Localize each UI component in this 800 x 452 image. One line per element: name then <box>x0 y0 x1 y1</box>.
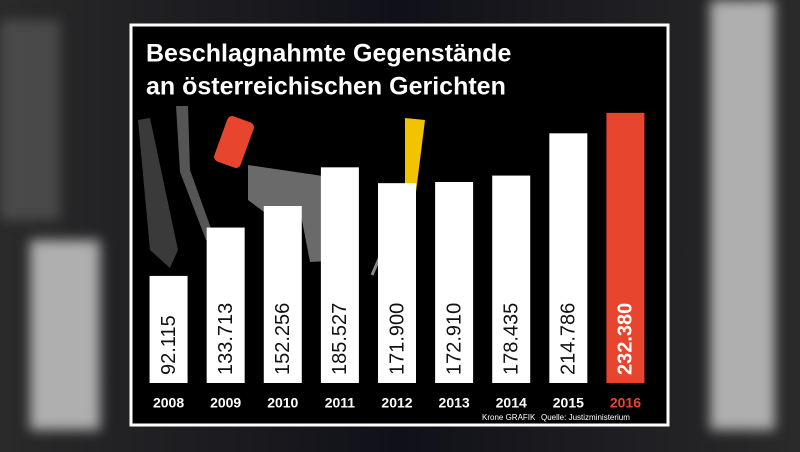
x-tick-label: 2014 <box>496 395 527 411</box>
value-label: 214.786 <box>558 303 580 375</box>
bar <box>320 167 359 383</box>
blurred-backdrop <box>0 0 775 430</box>
x-tick-label: 2008 <box>153 395 184 411</box>
x-tick-label: 2011 <box>325 395 356 411</box>
x-tick-label: 2012 <box>381 395 412 411</box>
source: Quelle: Justizministerium <box>541 413 630 422</box>
x-tick-label: 2013 <box>439 395 470 411</box>
x-tick-label: 2010 <box>267 395 298 411</box>
bar <box>492 175 531 383</box>
value-label: 171.900 <box>386 303 408 375</box>
bar <box>149 275 188 383</box>
chart-title: an österreichischen Gerichten <box>146 73 506 101</box>
value-label: 178.435 <box>501 303 523 375</box>
bar <box>378 183 416 383</box>
value-label: 232.380 <box>615 303 637 375</box>
value-label: 185.527 <box>329 303 351 375</box>
bar <box>549 133 588 383</box>
x-tick-label: 2016 <box>610 395 641 411</box>
value-label: 133.713 <box>215 303 237 375</box>
bar <box>263 206 302 383</box>
chart-title: Beschlagnahmte Gegenstände <box>146 40 511 68</box>
value-label: 92.115 <box>158 315 180 375</box>
value-label: 172.910 <box>443 303 465 375</box>
credit: Krone GRAFIK <box>482 413 536 422</box>
bar <box>606 112 645 384</box>
bar <box>435 181 474 383</box>
value-label: 152.256 <box>272 303 294 375</box>
bar <box>206 227 245 383</box>
x-tick-label: 2015 <box>553 395 584 411</box>
x-tick-label: 2009 <box>210 395 241 411</box>
